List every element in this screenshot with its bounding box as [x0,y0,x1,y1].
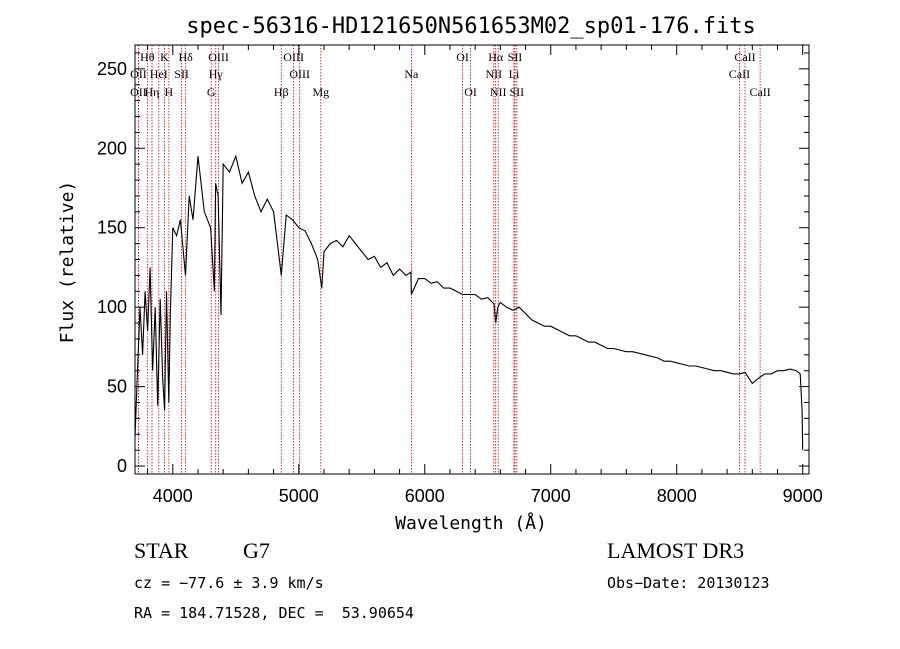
line-label: OII [130,67,147,81]
x-tick-label: 4000 [153,486,193,506]
obs-date: Obs−Date: 20130123 [607,574,770,592]
emission-line-markers [138,45,761,474]
line-label: Hα [488,50,504,64]
y-tick-label: 200 [97,138,127,158]
survey-name: LAMOST DR3 [607,538,745,563]
line-label: Hδ [178,50,193,64]
line-label: Mg [312,85,329,99]
line-label: HeI [150,67,168,81]
y-axis-ticks: 0 50 100 150 200 250 [97,52,809,476]
line-label: OIII [208,50,229,64]
plot-frame [134,44,810,475]
y-tick-label: 50 [107,377,127,397]
line-label: G [207,85,216,99]
velocity: cz = −77.6 ± 3.9 km/s [134,574,324,592]
x-axis-ticks: 4000 5000 6000 7000 8000 9000 [147,45,823,506]
x-axis-label: Wavelength (Å) [395,512,547,534]
line-label: Hη [145,85,160,99]
object-type: STAR [134,538,189,563]
y-tick-label: 100 [97,297,127,317]
line-label: Hβ [274,85,289,99]
line-label: NII [485,67,502,81]
x-tick-label: 9000 [783,486,823,506]
line-label: OI [464,85,477,99]
line-label: CaII [734,50,755,64]
coordinates: RA = 184.71528, DEC = 53.90654 [134,604,414,622]
chart-title: spec-56316-HD121650N561653M02_sp01-176.f… [186,14,756,39]
x-tick-label: 8000 [657,486,697,506]
x-tick-label: 7000 [531,486,571,506]
y-tick-label: 150 [97,218,127,238]
y-axis-label: Flux (relative) [57,181,78,344]
line-label: OI [456,50,469,64]
y-tick-label: 250 [97,59,127,79]
line-label: K [160,50,169,64]
line-label: CaII [749,85,770,99]
line-label: Li [509,67,520,81]
line-label: OIII [289,67,310,81]
line-label: Na [404,67,419,81]
x-tick-label: 6000 [405,486,445,506]
line-label: SII [510,85,525,99]
line-label: SII [508,50,523,64]
line-label: Hγ [209,67,224,81]
line-label: OII [130,85,147,99]
x-tick-label: 5000 [279,486,319,506]
y-tick-label: 0 [117,456,127,476]
line-label: NII [490,85,507,99]
line-label: H [165,85,174,99]
line-label: SII [174,67,189,81]
line-label: OIII [283,50,304,64]
line-label: Hθ [140,50,155,64]
spectrum-line [134,154,804,451]
subclass: G7 [243,538,270,563]
line-label: CaII [729,67,750,81]
